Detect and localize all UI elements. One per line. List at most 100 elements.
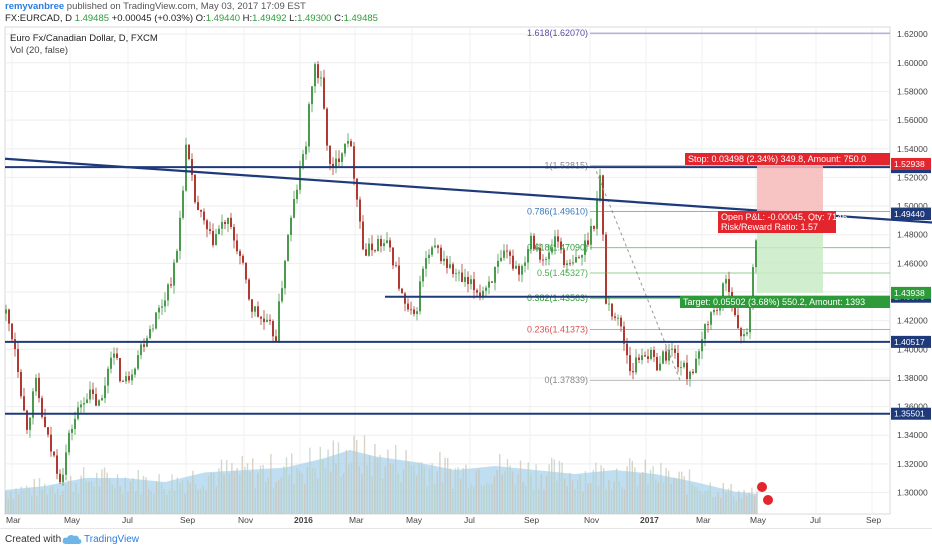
target-label-box [680, 296, 890, 308]
candle-body [548, 252, 550, 260]
candle-body [728, 279, 730, 292]
volume-bar [444, 457, 446, 514]
candle-body [686, 362, 688, 380]
volume-bar [597, 486, 600, 514]
volume-bar [272, 487, 275, 514]
volume-bar [285, 457, 288, 514]
volume-bar [675, 478, 678, 514]
price-chart[interactable]: 1.62000 1.60000 1.58000 1.56000 1.54000 1.520… [0, 0, 932, 528]
volume-bar [88, 481, 90, 514]
volume-bar [392, 464, 394, 514]
volume-bar [548, 464, 550, 514]
candle-body [233, 226, 235, 241]
volume-bar [756, 491, 758, 514]
x-tick-label: Sep [866, 515, 881, 525]
candle-body [443, 258, 445, 262]
candle-body [227, 217, 229, 224]
volume-bar [348, 465, 350, 514]
candle-body [701, 339, 703, 352]
candle-body [398, 265, 400, 289]
volume-legend: Vol (20, false) [10, 45, 69, 56]
y-tick-label: 1.40000 [897, 344, 928, 354]
volume-bar [280, 477, 282, 514]
candle-body [377, 238, 379, 251]
tradingview-brand[interactable]: TradingView [84, 534, 140, 545]
volume-bar [249, 471, 251, 514]
candle-body [434, 245, 436, 248]
volume-bar [621, 486, 623, 514]
candle-body [461, 272, 463, 282]
candle-body [359, 199, 361, 222]
candle-body [692, 371, 694, 374]
candle-body [158, 307, 160, 313]
volume-bar [213, 473, 215, 514]
candle-body [524, 262, 526, 266]
volume-bar [96, 472, 98, 514]
candle-body [626, 343, 628, 356]
candle-body [665, 351, 667, 361]
author-link[interactable]: remyvanbree [5, 1, 65, 12]
candle-body [581, 254, 583, 258]
price-tag-label: 1.43938 [894, 288, 925, 298]
candle-body [407, 303, 409, 310]
candle-body [257, 306, 259, 317]
candle-body [683, 362, 685, 368]
candle-body [374, 250, 376, 251]
volume-bar [571, 480, 574, 514]
volume-bar [46, 494, 48, 514]
candle-body [530, 235, 532, 250]
candle-body [32, 391, 34, 418]
volume-bar [309, 447, 311, 514]
volume-bar [670, 483, 672, 514]
volume-bar [662, 483, 665, 514]
candle-body [305, 146, 307, 155]
volume-bar [142, 475, 145, 514]
chart-legend-title: Euro Fx/Canadian Dollar, D, FXCM [10, 33, 158, 44]
candle-body [350, 141, 352, 147]
level-price-label: 1.40517 [894, 337, 925, 347]
volume-bar [197, 489, 199, 514]
volume-bar [439, 451, 441, 514]
candle-body [134, 368, 136, 375]
volume-bar [270, 454, 272, 514]
candle-body [677, 352, 679, 368]
candle-body [437, 245, 439, 248]
candle-body [710, 312, 712, 325]
candle-body [137, 355, 139, 369]
candle-body [680, 367, 682, 368]
candle-body [152, 328, 154, 330]
y-tick-label: 1.48000 [897, 230, 928, 240]
candle-body [278, 301, 280, 342]
volume-bar [478, 468, 480, 514]
risk-reward-label-box [718, 221, 836, 233]
volume-bar [15, 488, 17, 514]
volume-bar [332, 440, 334, 514]
price-tag-label: 1.52938 [894, 159, 925, 169]
candle-body [164, 300, 166, 307]
volume-bar [623, 489, 626, 514]
volume-bar [176, 477, 178, 514]
volume-bar [350, 462, 353, 514]
volume-bar [465, 464, 467, 514]
volume-bar [179, 483, 181, 514]
publish-info: published on TradingView.com, May 03, 20… [66, 1, 306, 12]
x-tick-label: Jul [464, 515, 475, 525]
candle-body [404, 293, 406, 304]
candle-body [68, 432, 70, 453]
candle-body [518, 265, 520, 275]
candle-body [5, 309, 7, 314]
volume-bar [257, 472, 259, 514]
candle-body [290, 217, 292, 235]
volume-bar [382, 478, 384, 514]
volume-bar [678, 471, 680, 514]
volume-bar [525, 485, 527, 514]
volume-bar [23, 489, 25, 514]
candle-body [314, 64, 316, 87]
volume-bar [595, 462, 597, 514]
volume-bar [194, 484, 197, 514]
candle-body [53, 451, 55, 456]
volume-bar [369, 455, 371, 514]
volume-bar [410, 465, 412, 514]
volume-bar [642, 472, 644, 514]
volume-bar [155, 481, 158, 514]
